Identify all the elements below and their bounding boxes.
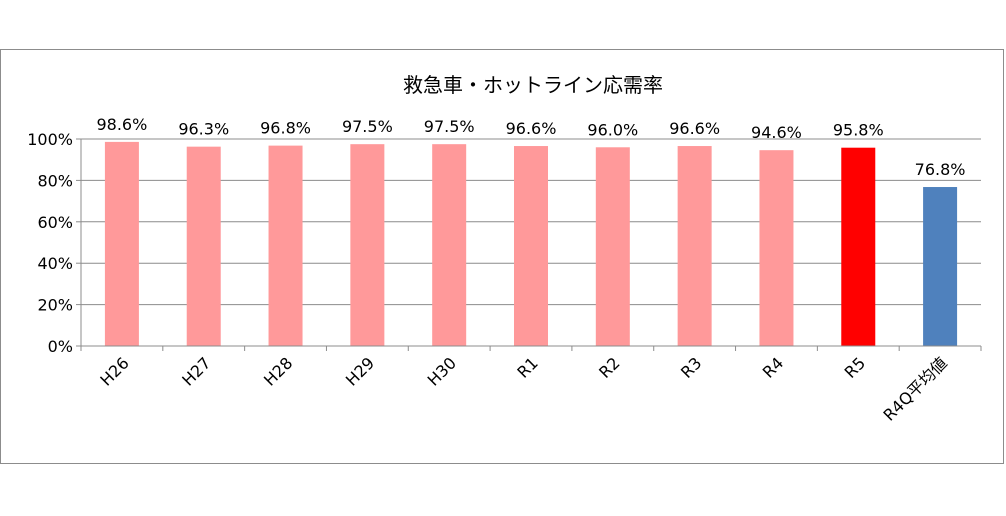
bar-R4Q平均値 (923, 187, 958, 346)
bar-H30 (432, 144, 467, 346)
data-label: 96.3% (178, 120, 229, 139)
x-tick-label: H28 (260, 353, 296, 389)
x-tick-label: R2 (595, 353, 623, 381)
bar-H28 (268, 145, 303, 346)
y-tick-label: 80% (37, 171, 73, 190)
x-tick-label: R1 (513, 353, 541, 381)
bar-R4 (759, 150, 794, 346)
x-tick-label: H27 (178, 353, 214, 389)
chart-title: 救急車・ホットライン応需率 (403, 73, 663, 97)
axes: 0% 20% 40% 60% 80% 100% H26 H27 H28 H29 H30 R1 R2 R3 R… (27, 130, 982, 425)
x-tick-label: R4 (759, 353, 787, 381)
y-tick-label: 100% (27, 130, 73, 149)
data-labels: 98.6% 96.3% 96.8% 97.5% 97.5% 96.6% 96.0% 96.6%… (96, 115, 965, 179)
x-tick-label: H29 (342, 353, 378, 389)
bar-R2 (595, 147, 630, 346)
data-label: 96.0% (587, 120, 638, 139)
bar-R1 (514, 146, 548, 346)
x-tick-label: R4Q平均値 (880, 353, 951, 424)
y-tick-label: 0% (48, 337, 73, 356)
y-tick-label: 60% (37, 213, 73, 232)
y-tick-label: 40% (37, 254, 73, 273)
data-label: 97.5% (424, 117, 475, 136)
bar-R3 (677, 146, 712, 346)
data-label: 94.6% (751, 123, 802, 142)
chart-area: 救急車・ホットライン応需率 0% 20% 40% 60% 80% 100% H26 H27 H2… (0, 49, 1004, 464)
y-tick-label: 20% (37, 296, 73, 315)
x-tick-label: H26 (96, 353, 132, 389)
data-label: 98.6% (96, 115, 147, 134)
bar-H26 (104, 141, 139, 346)
x-tick-label: H30 (424, 353, 460, 389)
x-tick-label: R3 (677, 353, 705, 381)
data-label: 76.8% (915, 160, 966, 179)
data-label: 96.8% (260, 119, 311, 138)
data-label: 95.8% (833, 121, 884, 140)
data-label: 96.6% (669, 119, 720, 138)
bars (104, 141, 958, 346)
data-label: 96.6% (506, 119, 557, 138)
bar-chart: 救急車・ホットライン応需率 0% 20% 40% 60% 80% 100% H26 H27 H2… (27, 73, 982, 425)
x-tick-label: R5 (841, 353, 869, 381)
bar-H27 (186, 146, 221, 346)
data-label: 97.5% (342, 117, 393, 136)
bar-H29 (350, 144, 385, 346)
bar-R5 (841, 147, 876, 346)
